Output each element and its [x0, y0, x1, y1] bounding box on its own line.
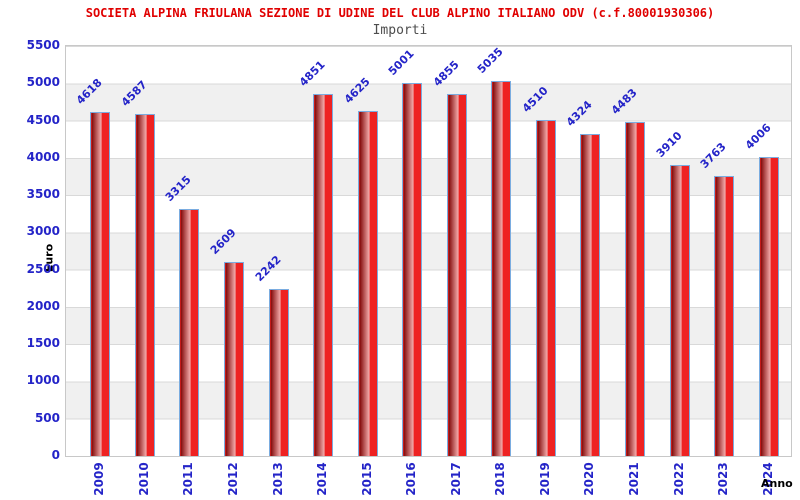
bar: [758, 157, 779, 456]
x-tick-cell: 2019: [523, 457, 568, 500]
x-tick-cell: 2022: [656, 457, 701, 500]
x-tick-label: 2013: [270, 462, 285, 496]
bar-value-label: 2242: [252, 253, 284, 284]
bar-value-label: 4483: [608, 85, 640, 117]
plot-area: 4618 4587 3315 2609 2242 4851 4625 5001 4855 5035…: [65, 45, 792, 457]
bar-value-label: 4625: [341, 75, 373, 107]
bar-column: 4855: [431, 46, 480, 456]
bar-column: 3315: [163, 46, 212, 456]
bar: [580, 133, 601, 456]
bar: [134, 114, 155, 456]
bar: [90, 111, 111, 456]
bar-value-label: 3315: [163, 173, 195, 204]
bar-column: 4324: [564, 46, 613, 456]
bar: [446, 94, 467, 456]
x-tick-label: 2010: [136, 462, 151, 496]
x-tick-label: 2022: [671, 462, 686, 496]
x-tick-label: 2021: [627, 462, 642, 496]
x-tick-label: 2020: [582, 462, 597, 496]
bar-value-label: 4324: [564, 97, 596, 129]
x-tick-cell: 2011: [166, 457, 211, 500]
bar-column: 3910: [653, 46, 702, 456]
bar: [625, 121, 646, 456]
bar-column: 4618: [74, 46, 123, 456]
x-tick-label: 2016: [404, 462, 419, 496]
bar: [179, 208, 200, 456]
bar: [402, 83, 423, 456]
x-tick-cell: 2021: [612, 457, 657, 500]
bar: [223, 261, 244, 456]
bar: [669, 164, 690, 456]
x-tick-label: 2015: [359, 462, 374, 496]
bar-column: 2609: [208, 46, 257, 456]
y-tick-label: 500: [34, 410, 60, 425]
bar-column: 5001: [386, 46, 435, 456]
x-axis-label: Anno: [761, 477, 793, 490]
bar-column: 4587: [119, 46, 168, 456]
y-tick-label: 3500: [26, 187, 60, 202]
x-tick-label: 2014: [315, 462, 330, 496]
bar-column: 4006: [742, 46, 791, 456]
bar: [714, 175, 735, 456]
x-axis-ticks-row: 2009 2010 2011 2012 2013 2014 2015 2016 2017 2018…: [77, 457, 790, 500]
x-tick-cell: 2018: [478, 457, 523, 500]
x-tick-cell: 2013: [255, 457, 300, 500]
y-tick-label: 4000: [26, 149, 60, 164]
bar-value-label: 4510: [519, 83, 551, 115]
bar-value-label: 4851: [296, 58, 328, 90]
bar: [535, 119, 556, 456]
bar: [491, 80, 512, 456]
x-tick-cell: 2009: [77, 457, 122, 500]
x-tick-cell: 2023: [701, 457, 746, 500]
bar-value-label: 4006: [742, 121, 774, 153]
x-tick-label: 2012: [225, 462, 240, 496]
x-tick-label: 2018: [493, 462, 508, 496]
y-axis-ticks: 0 500 1000 1500 2000 2500 3000 3500 4000 4500 5000…: [0, 38, 60, 462]
bars-container: 4618 4587 3315 2609 2242 4851 4625 5001 4855 5035…: [74, 45, 791, 456]
bar-column: 3763: [698, 46, 747, 456]
x-tick-label: 2017: [448, 462, 463, 496]
y-tick-label: 2500: [26, 261, 60, 276]
bar: [313, 94, 334, 456]
bar-value-label: 3763: [697, 139, 729, 171]
bar-value-label: 5001: [386, 47, 417, 79]
bar-value-label: 4855: [430, 58, 462, 90]
y-tick-label: 1500: [26, 336, 60, 351]
y-tick-label: 3000: [26, 224, 60, 239]
x-tick-cell: 2017: [434, 457, 479, 500]
x-tick-label: 2019: [537, 462, 552, 496]
bar-column: 2242: [252, 46, 301, 456]
chart-title: SOCIETA ALPINA FRIULANA SEZIONE DI UDINE…: [85, 6, 715, 20]
chart-subtitle: Importi: [372, 23, 428, 38]
x-tick-cell: 2015: [344, 457, 389, 500]
y-tick-label: 5000: [26, 75, 60, 90]
y-tick-label: 5500: [26, 38, 60, 52]
x-axis-ticks: 2009 2010 2011 2012 2013 2014 2015 2016 2017 2018…: [65, 457, 790, 500]
x-tick-cell: 2016: [389, 457, 434, 500]
bar-value-label: 2609: [207, 225, 239, 257]
bar-value-label: 5035: [475, 44, 506, 76]
x-tick-cell: 2010: [122, 457, 167, 500]
x-tick-label: 2011: [181, 462, 196, 496]
bar-column: 4510: [520, 46, 569, 456]
bar-column: 5035: [475, 45, 524, 456]
x-tick-label: 2023: [716, 462, 731, 496]
bar-column: 4483: [609, 46, 658, 456]
bar-value-label: 3910: [653, 128, 685, 160]
bar-value-label: 4618: [74, 75, 105, 107]
bar-value-label: 4587: [118, 78, 150, 110]
bar: [357, 111, 378, 456]
x-tick-label: 2009: [92, 462, 107, 496]
bar: [268, 288, 289, 456]
y-tick-label: 4500: [26, 112, 60, 127]
x-tick-cell: 2020: [567, 457, 612, 500]
x-tick-cell: 2014: [300, 457, 345, 500]
bar-column: 4851: [297, 46, 346, 456]
y-tick-label: 1000: [26, 373, 60, 388]
bar-column: 4625: [341, 46, 390, 456]
x-tick-cell: 2012: [211, 457, 256, 500]
y-tick-label: 0: [51, 448, 60, 462]
y-tick-label: 2000: [26, 298, 60, 313]
